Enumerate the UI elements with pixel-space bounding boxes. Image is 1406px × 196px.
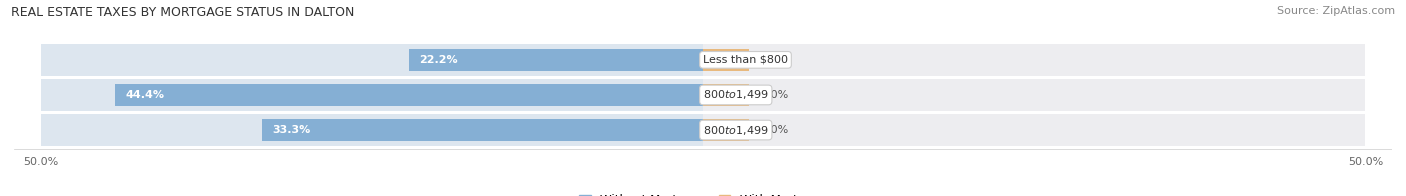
Bar <box>262 119 703 141</box>
Bar <box>703 44 1365 76</box>
Text: Source: ZipAtlas.com: Source: ZipAtlas.com <box>1277 6 1395 16</box>
Text: 33.3%: 33.3% <box>273 125 311 135</box>
Text: $800 to $1,499: $800 to $1,499 <box>703 88 769 102</box>
Bar <box>703 84 749 106</box>
Text: 0.0%: 0.0% <box>761 125 789 135</box>
Bar <box>41 44 703 76</box>
Bar <box>703 49 749 71</box>
Legend: Without Mortgage, With Mortgage: Without Mortgage, With Mortgage <box>574 189 832 196</box>
Bar <box>703 79 1365 111</box>
Bar <box>703 114 1365 146</box>
Text: REAL ESTATE TAXES BY MORTGAGE STATUS IN DALTON: REAL ESTATE TAXES BY MORTGAGE STATUS IN … <box>11 6 354 19</box>
Text: Less than $800: Less than $800 <box>703 55 787 65</box>
Bar <box>41 114 703 146</box>
Bar <box>41 79 703 111</box>
Bar <box>115 84 703 106</box>
Bar <box>409 49 703 71</box>
Text: 22.2%: 22.2% <box>419 55 458 65</box>
Bar <box>703 119 749 141</box>
Text: 44.4%: 44.4% <box>125 90 165 100</box>
Text: 0.0%: 0.0% <box>761 55 789 65</box>
Text: 0.0%: 0.0% <box>761 90 789 100</box>
Text: $800 to $1,499: $800 to $1,499 <box>703 123 769 137</box>
